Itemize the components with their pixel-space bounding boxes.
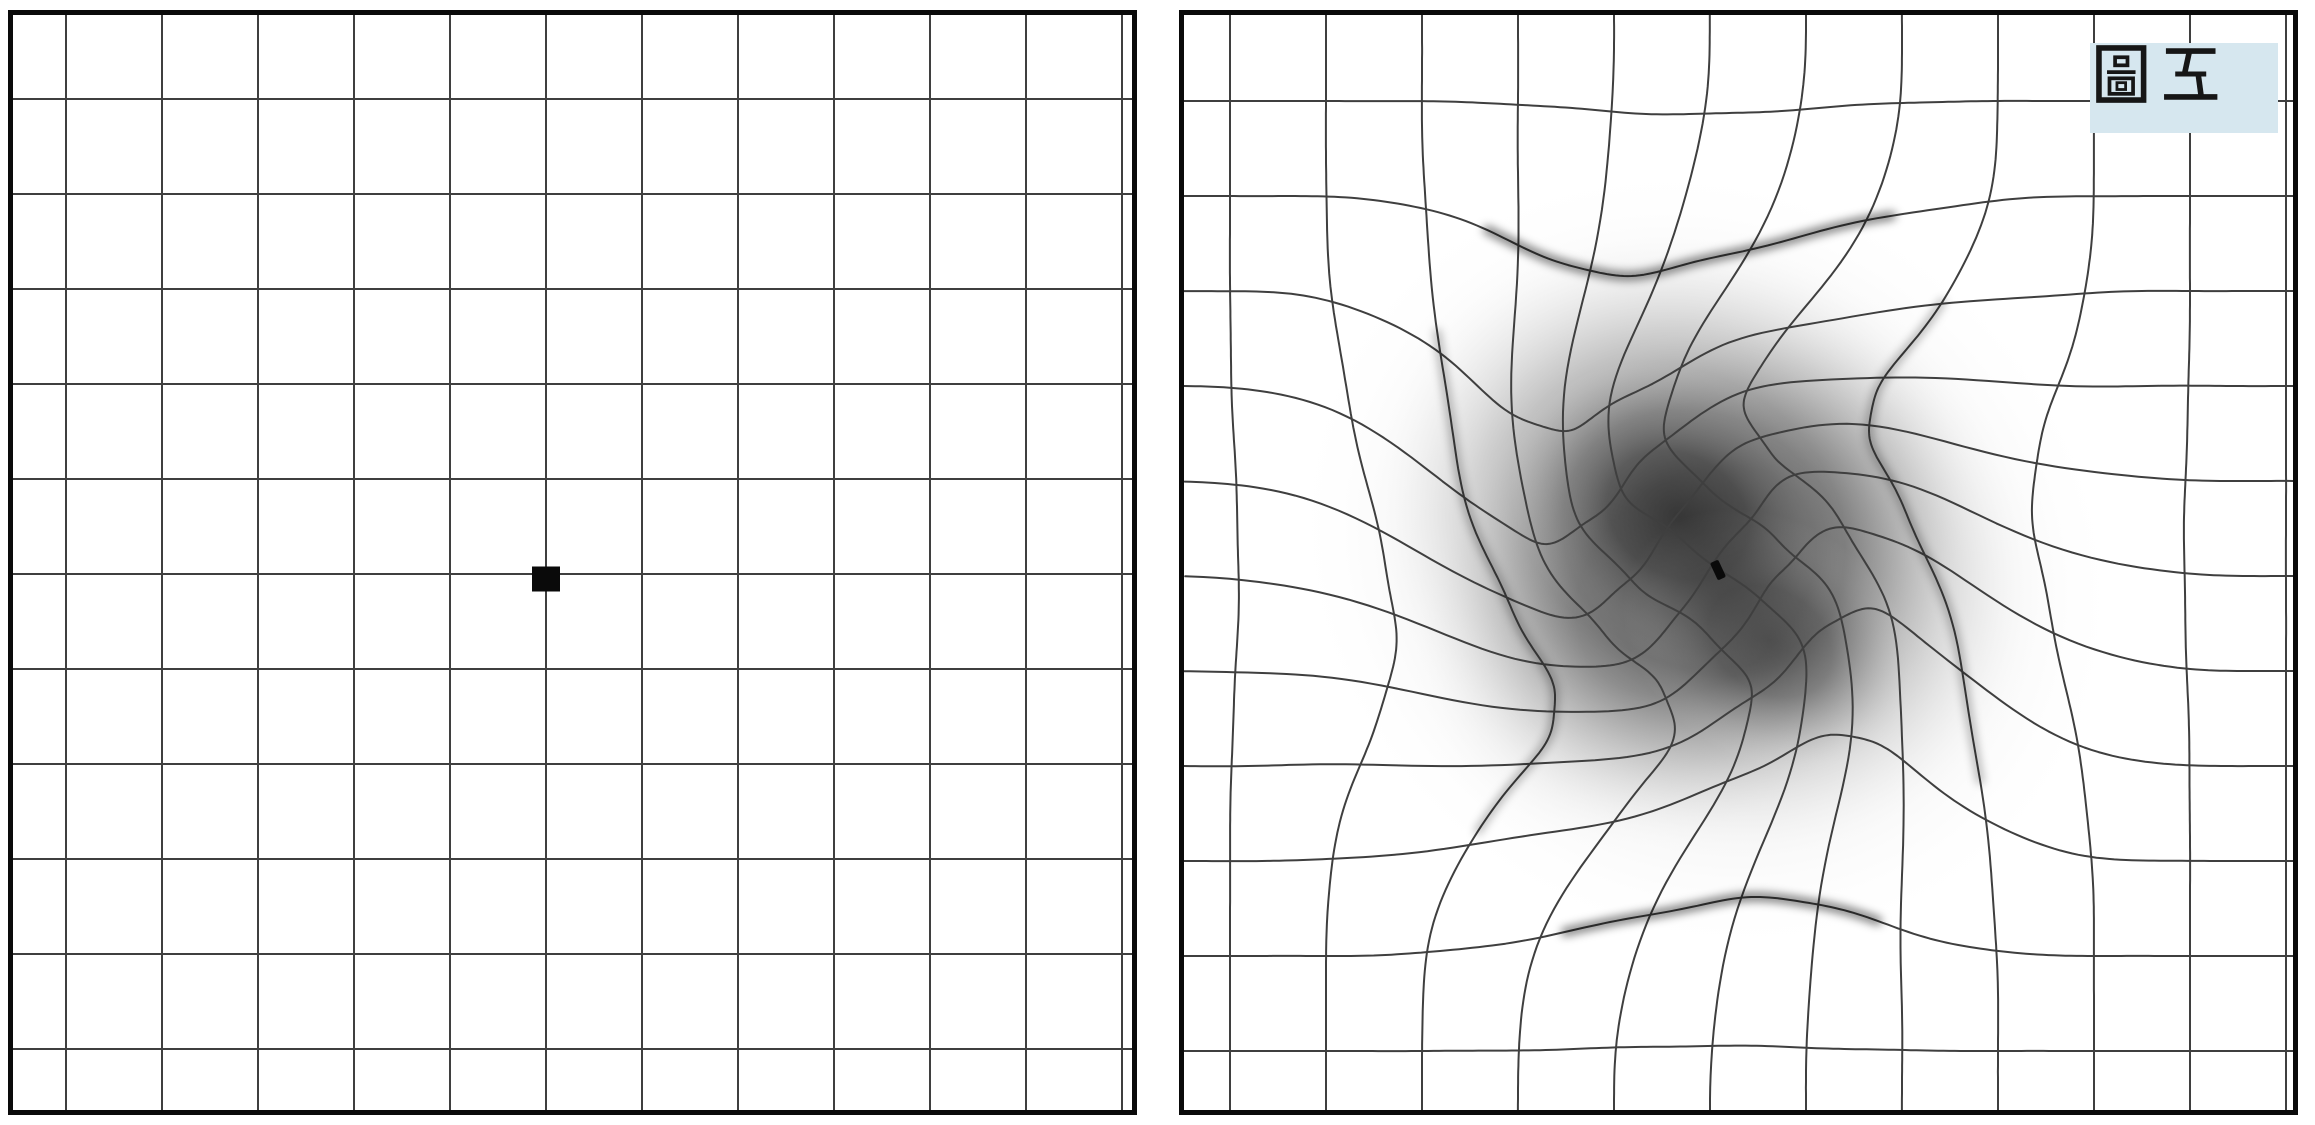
amsler-grid-distorted-panel: 圖五 (1179, 10, 2298, 1115)
normal-grid-drawing (13, 15, 1132, 1110)
amsler-grid-normal-panel (8, 10, 1137, 1115)
figure-label-glyphs (2096, 45, 2218, 103)
figure-label-tag: 圖五 (2090, 43, 2278, 133)
distorted-grid-drawing (1184, 15, 2293, 1110)
